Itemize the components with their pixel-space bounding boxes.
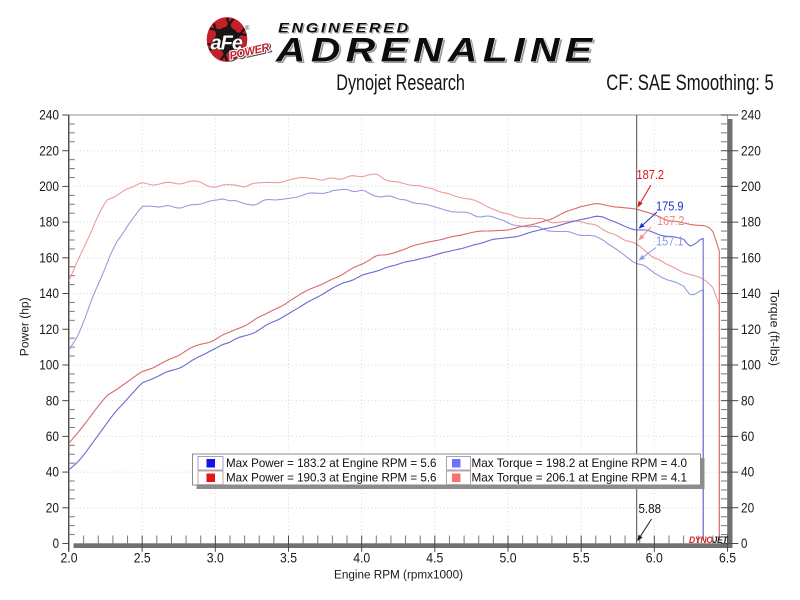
svg-text:120: 120 (39, 322, 59, 337)
svg-text:180: 180 (741, 215, 761, 230)
svg-text:®: ® (245, 25, 250, 32)
svg-text:4.5: 4.5 (426, 551, 443, 566)
svg-text:ADRENALINE: ADRENALINE (277, 32, 600, 70)
svg-text:60: 60 (46, 429, 60, 444)
svg-text:240: 240 (741, 108, 761, 123)
svg-text:3.5: 3.5 (280, 551, 297, 566)
svg-text:80: 80 (741, 393, 755, 408)
svg-text:5.88: 5.88 (639, 502, 662, 516)
svg-text:240: 240 (39, 108, 59, 123)
svg-text:5.5: 5.5 (573, 551, 590, 566)
svg-text:60: 60 (741, 429, 755, 444)
svg-text:40: 40 (46, 465, 60, 480)
svg-text:ADRENALINE: ADRENALINE (275, 31, 598, 69)
svg-text:200: 200 (741, 179, 761, 194)
svg-text:80: 80 (46, 393, 60, 408)
svg-text:100: 100 (741, 358, 761, 373)
svg-text:ENGINEERED: ENGINEERED (279, 22, 412, 38)
svg-text:157.1: 157.1 (656, 235, 684, 249)
svg-text:Engine RPM (rpmx1000): Engine RPM (rpmx1000) (334, 568, 463, 582)
svg-text:120: 120 (741, 322, 761, 337)
svg-text:Max Torque = 198.2 at Engine R: Max Torque = 198.2 at Engine RPM = 4.0 (472, 456, 688, 470)
svg-text:ENGINEERED: ENGINEERED (278, 20, 411, 36)
svg-text:3.0: 3.0 (207, 551, 224, 566)
svg-text:Max Power = 190.3 at Engine RP: Max Power = 190.3 at Engine RPM = 5.6 (226, 471, 437, 485)
svg-text:0: 0 (53, 536, 60, 551)
svg-text:160: 160 (39, 250, 59, 265)
svg-text:Max Power = 183.2 at Engine RP: Max Power = 183.2 at Engine RPM = 5.6 (226, 456, 437, 470)
svg-text:100: 100 (39, 358, 59, 373)
svg-text:6.0: 6.0 (646, 551, 663, 566)
svg-text:20: 20 (46, 500, 60, 515)
svg-text:140: 140 (39, 286, 59, 301)
svg-text:2.0: 2.0 (61, 551, 78, 566)
svg-text:40: 40 (741, 465, 755, 480)
svg-text:6.5: 6.5 (719, 551, 736, 566)
svg-text:175.9: 175.9 (656, 200, 684, 214)
svg-text:140: 140 (741, 286, 761, 301)
svg-text:4.0: 4.0 (353, 551, 370, 566)
svg-text:0: 0 (741, 536, 748, 551)
svg-text:Max Torque = 206.1 at Engine R: Max Torque = 206.1 at Engine RPM = 4.1 (472, 471, 688, 485)
svg-text:160: 160 (741, 250, 761, 265)
svg-text:180: 180 (39, 215, 59, 230)
svg-text:187.2: 187.2 (637, 168, 665, 182)
svg-text:Power (hp): Power (hp) (18, 297, 32, 356)
svg-text:220: 220 (39, 143, 59, 158)
svg-text:167.2: 167.2 (657, 214, 685, 228)
svg-text:CF: SAE Smoothing: 5: CF: SAE Smoothing: 5 (606, 70, 774, 95)
svg-text:DYNOJET: DYNOJET (689, 535, 729, 545)
svg-text:5.0: 5.0 (500, 551, 517, 566)
svg-text:200: 200 (39, 179, 59, 194)
svg-text:aFe: aFe (211, 33, 243, 55)
svg-text:Dynojet Research: Dynojet Research (336, 70, 465, 95)
svg-text:2.5: 2.5 (134, 551, 151, 566)
svg-text:Torque (ft-lbs): Torque (ft-lbs) (767, 290, 781, 366)
svg-text:20: 20 (741, 500, 755, 515)
svg-text:220: 220 (741, 143, 761, 158)
